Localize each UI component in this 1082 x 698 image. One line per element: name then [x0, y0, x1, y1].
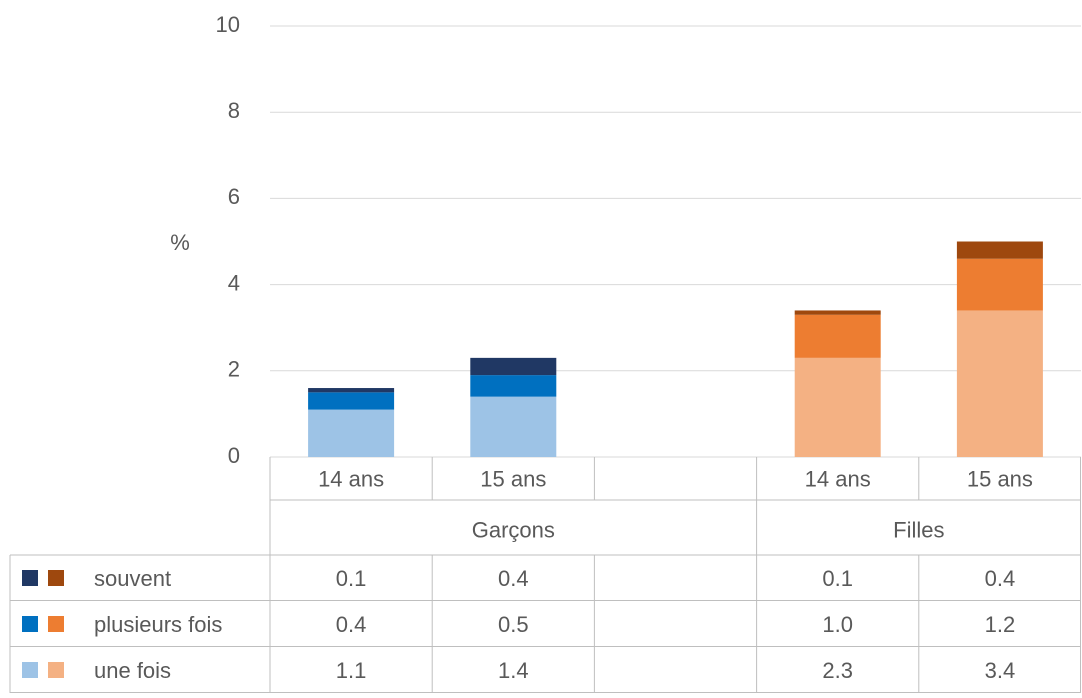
y-tick-label: 4 — [228, 270, 240, 295]
bar-segment — [308, 388, 395, 393]
x-tick-label: 15 ans — [967, 466, 1033, 491]
legend-label: souvent — [94, 566, 171, 591]
bar-segment — [794, 310, 881, 315]
x-tick-label: 14 ans — [318, 466, 384, 491]
bar-segment — [956, 258, 1043, 311]
table-cell: 0.1 — [822, 566, 853, 591]
bar-segment — [956, 241, 1043, 259]
legend-swatch — [48, 616, 64, 632]
legend-swatch — [22, 616, 38, 632]
bar-segment — [470, 375, 557, 397]
legend-label: plusieurs fois — [94, 612, 222, 637]
table-cell: 1.2 — [985, 612, 1016, 637]
table-cell: 1.0 — [822, 612, 853, 637]
table-cell: 1.1 — [336, 658, 367, 683]
table-cell: 0.5 — [498, 612, 529, 637]
y-tick-label: 6 — [228, 184, 240, 209]
x-tick-label: 15 ans — [480, 466, 546, 491]
bar-segment — [794, 314, 881, 358]
table-cell: 0.1 — [336, 566, 367, 591]
table-cell: 0.4 — [985, 566, 1016, 591]
legend-swatch — [48, 570, 64, 586]
bar-segment — [470, 357, 557, 376]
bar-segment — [794, 357, 881, 457]
legend-swatch — [48, 662, 64, 678]
group-label: Filles — [893, 517, 944, 542]
bar-segment — [308, 392, 395, 410]
y-tick-label: 0 — [228, 443, 240, 468]
y-axis-label: % — [170, 230, 190, 255]
legend-swatch — [22, 570, 38, 586]
y-tick-label: 10 — [216, 12, 240, 37]
bar-segment — [956, 310, 1043, 457]
legend-label: une fois — [94, 658, 171, 683]
table-cell: 2.3 — [822, 658, 853, 683]
y-tick-label: 2 — [228, 357, 240, 382]
y-tick-label: 8 — [228, 98, 240, 123]
bar-segment — [308, 409, 395, 457]
x-tick-label: 14 ans — [805, 466, 871, 491]
legend-swatch — [22, 662, 38, 678]
group-label: Garçons — [472, 517, 555, 542]
table-cell: 0.4 — [336, 612, 367, 637]
table-cell: 0.4 — [498, 566, 529, 591]
table-cell: 1.4 — [498, 658, 529, 683]
bar-segment — [470, 396, 557, 457]
table-cell: 3.4 — [985, 658, 1016, 683]
